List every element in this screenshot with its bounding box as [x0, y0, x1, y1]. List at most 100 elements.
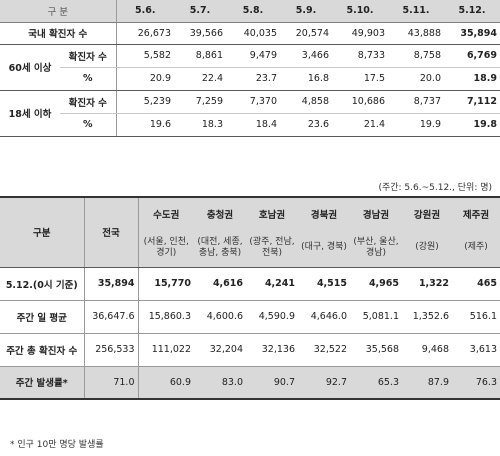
- region-subheader: (대구, 경북): [298, 229, 350, 268]
- under18-pct-row: % 19.6 18.3 18.4 23.6 21.4 19.9 19.8: [0, 113, 500, 137]
- table-cell: 17.5: [332, 67, 388, 91]
- region-header: 경북권: [298, 197, 350, 229]
- table-cell: 8,861: [174, 44, 226, 68]
- table-cell: 87.9: [402, 366, 452, 400]
- table-cell: 18.9: [444, 67, 500, 91]
- table-cell: 65.3: [350, 366, 402, 400]
- region-header: 제주권: [452, 197, 500, 229]
- table1-gubun-header: 구 분: [0, 0, 116, 23]
- table-row: 주간 일 평균 36,647.6 15,860.3 4,600.6 4,590.…: [0, 300, 500, 334]
- count-label: 확진자 수: [60, 44, 116, 68]
- region-header: 호남권: [246, 197, 298, 229]
- table-cell: 5,582: [115, 44, 174, 68]
- over60-pct-row: % 20.9 22.4 23.7 16.8 17.5 20.0 18.9: [0, 67, 500, 91]
- region-subheader: (서울, 인천, 경기): [137, 229, 194, 268]
- table-cell: 26,673: [115, 22, 174, 45]
- table-cell: 111,022: [137, 333, 194, 367]
- table-cell: 40,035: [226, 22, 280, 45]
- region-subheader: (제주): [452, 229, 500, 268]
- table-cell: 4,600.6: [194, 300, 246, 334]
- table-cell: 19.6: [115, 113, 174, 137]
- table-cell: 92.7: [298, 366, 350, 400]
- table-cell: 10,686: [332, 90, 388, 114]
- table-cell: 19.9: [388, 113, 444, 137]
- table-cell: 19.8: [444, 113, 500, 137]
- table2-gubun-header: 구분: [0, 197, 84, 268]
- table-cell: 516.1: [452, 300, 500, 334]
- date-header: 5.7.: [174, 0, 226, 23]
- under18-count-row: 18세 이하 확진자 수 5,239 7,259 7,370 4,858 10,…: [0, 90, 500, 137]
- table-row: 주간 총 확진자 수 256,533 111,022 32,204 32,136…: [0, 333, 500, 367]
- table-cell: 32,136: [246, 333, 298, 367]
- row-label: 주간 일 평균: [0, 300, 84, 334]
- table-cell: 32,522: [298, 333, 350, 367]
- table-cell: 35,568: [350, 333, 402, 367]
- region-header: 충청권: [194, 197, 246, 229]
- national-header: 전국: [83, 197, 138, 268]
- table-cell: 60.9: [137, 366, 194, 400]
- table-cell: 4,646.0: [298, 300, 350, 334]
- pct-label: %: [60, 113, 116, 137]
- table-cell: 256,533: [83, 333, 138, 367]
- footnote: * 인구 10만 명당 발생률: [10, 440, 104, 450]
- table2-header-row: 구분 전국 수도권 충청권 호남권 경북권 경남권 강원권 제주권: [0, 197, 500, 268]
- table-cell: 39,566: [174, 22, 226, 45]
- table-cell: 23.7: [226, 67, 280, 91]
- pct-label: %: [60, 67, 116, 91]
- date-header: 5.11.: [388, 0, 444, 23]
- table-cell: 4,858: [280, 90, 332, 114]
- table-cell: 22.4: [174, 67, 226, 91]
- date-header: 5.8.: [226, 0, 280, 23]
- table-cell: 15,860.3: [137, 300, 194, 334]
- table-cell: 5,081.1: [350, 300, 402, 334]
- region-header: 수도권: [137, 197, 194, 229]
- table-cell: 43,888: [388, 22, 444, 45]
- table-cell: 4,241: [246, 267, 298, 301]
- over60-label: 60세 이상: [0, 44, 60, 91]
- table-cell: 4,515: [298, 267, 350, 301]
- table-cell: 36,647.6: [83, 300, 138, 334]
- date-header: 5.6.: [115, 0, 174, 23]
- table-cell: 9,468: [402, 333, 452, 367]
- table-cell: 9,479: [226, 44, 280, 68]
- row-label: 5.12.(0시 기준): [0, 267, 84, 301]
- table-cell: 4,965: [350, 267, 402, 301]
- table-row: 주간 발생률* 71.0 60.9 83.0 90.7 92.7 65.3 87…: [0, 366, 500, 400]
- table-cell: 71.0: [83, 366, 138, 400]
- table-cell: 7,370: [226, 90, 280, 114]
- table-cell: 35,894: [444, 22, 500, 45]
- date-header: 5.9.: [280, 0, 332, 23]
- table-cell: 465: [452, 267, 500, 301]
- table-cell: 1,352.6: [402, 300, 452, 334]
- daily-cases-table: 구 분 5.6. 5.7. 5.8. 5.9. 5.10. 5.11. 5.12…: [0, 0, 500, 137]
- date-header: 5.12.: [444, 0, 500, 23]
- table-cell: 20.0: [388, 67, 444, 91]
- table-cell: 49,903: [332, 22, 388, 45]
- row-label: 주간 발생률*: [0, 366, 84, 400]
- region-header: 강원권: [402, 197, 452, 229]
- table-cell: 35,894: [83, 267, 138, 301]
- table-cell: 20,574: [280, 22, 332, 45]
- regional-cases-table: 구분 전국 수도권 충청권 호남권 경북권 경남권 강원권 제주권 (서울, 인…: [0, 196, 500, 400]
- table2-subheader-row: (서울, 인천, 경기) (대전, 세종, 충남, 충북) (광주, 전남, 전…: [0, 229, 500, 268]
- table1-header-row: 구 분 5.6. 5.7. 5.8. 5.9. 5.10. 5.11. 5.12…: [0, 0, 500, 23]
- region-header: 경남권: [350, 197, 402, 229]
- table-row: 5.12.(0시 기준) 35,894 15,770 4,616 4,241 4…: [0, 267, 500, 301]
- table-cell: 16.8: [280, 67, 332, 91]
- table-cell: 20.9: [115, 67, 174, 91]
- table-cell: 15,770: [137, 267, 194, 301]
- table-cell: 7,112: [444, 90, 500, 114]
- count-label: 확진자 수: [60, 90, 116, 114]
- table-cell: 21.4: [332, 113, 388, 137]
- national-cases-label: 국내 확진자 수: [0, 22, 116, 45]
- table-cell: 4,590.9: [246, 300, 298, 334]
- table-cell: 23.6: [280, 113, 332, 137]
- region-subheader: (광주, 전남, 전북): [246, 229, 298, 268]
- table-cell: 8,758: [388, 44, 444, 68]
- region-subheader: (대전, 세종, 충남, 충북): [194, 229, 246, 268]
- table-cell: 1,322: [402, 267, 452, 301]
- row-label: 주간 총 확진자 수: [0, 333, 84, 367]
- table-cell: 83.0: [194, 366, 246, 400]
- unit-note: (주간: 5.6.~5.12., 단위: 명): [378, 183, 492, 193]
- table-cell: 18.3: [174, 113, 226, 137]
